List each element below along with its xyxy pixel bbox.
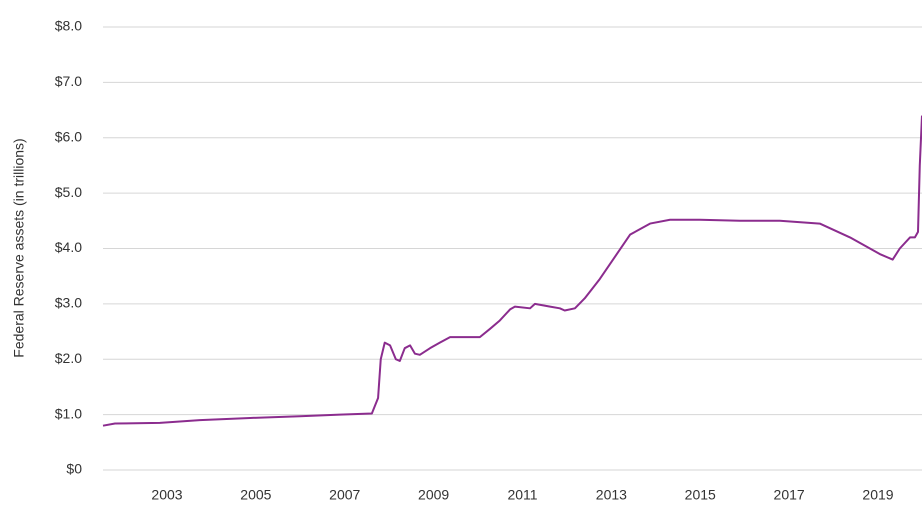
x-tick-label: 2011 [507,487,537,503]
y-tick-label: $0 [66,461,82,477]
x-tick-label: 2007 [329,487,360,503]
y-tick-label: $2.0 [55,350,82,366]
x-tick-label: 2013 [596,487,627,503]
y-tick-label: $7.0 [55,73,82,89]
x-tick-label: 2005 [240,487,271,503]
y-tick-label: $3.0 [55,295,82,311]
x-tick-label: 2009 [418,487,449,503]
y-tick-label: $1.0 [55,405,82,421]
y-tick-label: $8.0 [55,18,82,34]
y-tick-label: $4.0 [55,239,82,255]
data-line [102,115,922,427]
x-tick-label: 2015 [685,487,716,503]
x-tick-label: 2017 [774,487,805,503]
y-tick-label: $5.0 [55,184,82,200]
y-axis-label: Federal Reserve assets (in trillions) [11,138,27,357]
x-tick-label: 2003 [151,487,182,503]
x-tick-label: 2019 [862,487,893,503]
y-tick-label: $6.0 [55,128,82,144]
